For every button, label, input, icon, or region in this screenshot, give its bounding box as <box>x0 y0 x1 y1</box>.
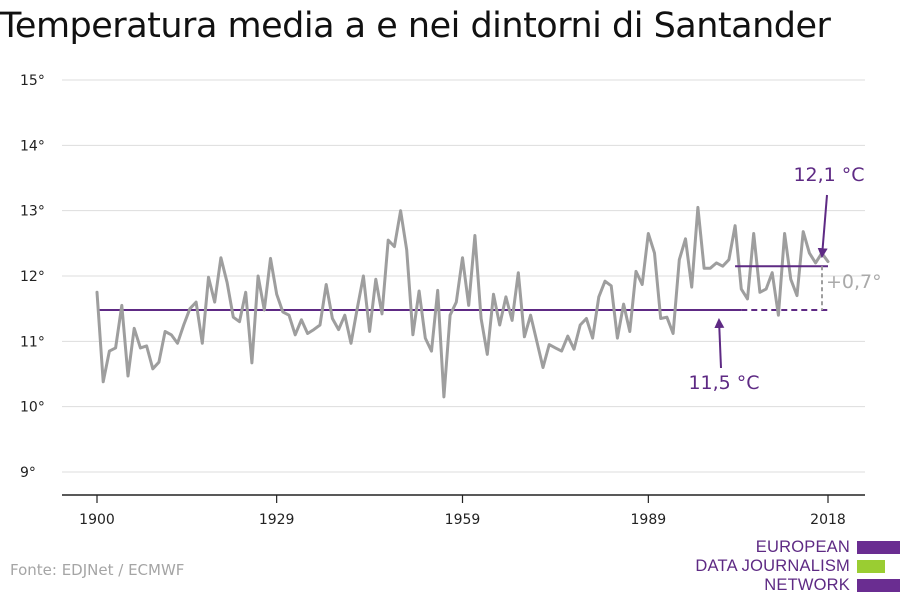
y-tick-label: 14° <box>20 138 45 154</box>
source-credit: Fonte: EDJNet / ECMWF <box>10 561 185 579</box>
series-layer <box>95 205 830 399</box>
annotation-baseline-mean: 11,5 °C <box>688 372 759 394</box>
x-tick-label: 1989 <box>631 512 667 528</box>
x-tick-label: 1929 <box>259 512 295 528</box>
temperature-series-line <box>95 205 830 399</box>
y-tick-label: 13° <box>20 204 45 220</box>
y-tick-label: 11° <box>20 334 45 350</box>
annotation-recent-mean: 12,1 °C <box>793 164 864 186</box>
x-tick-label: 1959 <box>445 512 481 528</box>
logo-line-data-journalism: DATA JOURNALISM <box>695 557 850 575</box>
logo-bar-purple-bottom <box>857 579 900 592</box>
logo-line-european: EUROPEAN <box>755 538 850 556</box>
logo-bar-green <box>857 560 885 573</box>
edjnet-logo: EUROPEAN DATA JOURNALISM NETWORK <box>695 538 900 596</box>
y-tick-label: 15° <box>20 73 45 89</box>
x-axis: 1900 1929 1959 1989 2018 <box>62 494 865 528</box>
gridlines <box>62 79 865 473</box>
annotation-difference: +0,7° <box>826 271 882 293</box>
logo-bar-purple-top <box>857 541 900 554</box>
x-tick-label: 1900 <box>79 512 115 528</box>
x-tick-label: 2018 <box>810 512 846 528</box>
chart-title: Temperatura media a e nei dintorni di Sa… <box>0 6 831 46</box>
y-tick-label: 10° <box>20 400 45 416</box>
annotations: 12,1 °C 11,5 °C +0,7° <box>688 164 881 394</box>
y-tick-label: 9° <box>20 465 36 481</box>
annotation-baseline-arrow <box>714 317 725 369</box>
annotation-recent-arrow <box>817 194 828 259</box>
y-axis: 9° 10° 11° 12° 13° 14° 15° <box>20 73 45 481</box>
logo-line-network: NETWORK <box>764 576 850 594</box>
y-tick-label: 12° <box>20 269 45 285</box>
logo-text: EUROPEAN DATA JOURNALISM NETWORK <box>695 538 850 595</box>
